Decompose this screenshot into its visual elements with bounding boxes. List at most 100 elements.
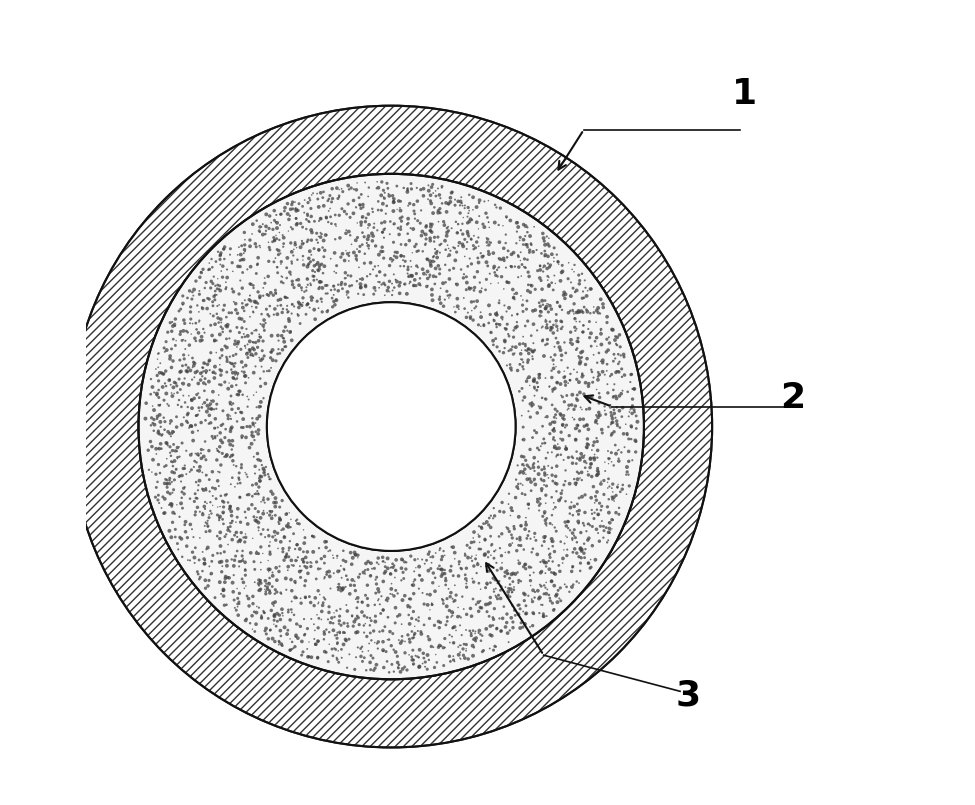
Point — [192, 506, 208, 518]
Point — [559, 519, 574, 532]
Point — [568, 343, 584, 356]
Point — [432, 238, 448, 251]
Point — [544, 491, 560, 504]
Point — [163, 497, 178, 510]
Point — [390, 221, 406, 234]
Point — [482, 642, 497, 655]
Point — [571, 306, 587, 319]
Point — [385, 561, 401, 574]
Point — [521, 405, 536, 418]
Point — [220, 538, 236, 551]
Point — [610, 357, 626, 370]
Point — [223, 423, 239, 436]
Point — [274, 603, 290, 616]
Point — [518, 515, 533, 528]
Point — [350, 231, 366, 244]
Point — [270, 348, 286, 361]
Point — [376, 223, 392, 236]
Point — [538, 452, 554, 464]
Point — [175, 299, 190, 312]
Point — [267, 283, 283, 296]
Point — [569, 547, 585, 559]
Point — [149, 389, 165, 402]
Point — [288, 640, 303, 653]
Point — [371, 266, 387, 279]
Point — [608, 339, 624, 352]
Point — [265, 289, 281, 302]
Point — [273, 247, 289, 260]
Point — [325, 291, 340, 304]
Point — [202, 257, 217, 270]
Point — [298, 222, 314, 235]
Point — [420, 253, 436, 266]
Point — [568, 306, 584, 319]
Point — [521, 342, 536, 355]
Point — [512, 598, 527, 611]
Point — [162, 524, 177, 537]
Point — [230, 597, 246, 610]
Point — [571, 424, 587, 437]
Point — [352, 273, 368, 286]
Point — [252, 291, 267, 304]
Point — [536, 460, 552, 473]
Point — [512, 557, 527, 570]
Point — [291, 619, 306, 632]
Point — [225, 371, 241, 384]
Point — [264, 580, 280, 593]
Point — [511, 250, 526, 263]
Point — [420, 279, 436, 292]
Point — [288, 554, 303, 567]
Point — [213, 352, 228, 365]
Point — [215, 303, 231, 316]
Point — [600, 481, 615, 494]
Point — [434, 181, 449, 194]
Point — [579, 456, 595, 469]
Point — [499, 305, 515, 318]
Point — [295, 250, 311, 262]
Point — [449, 292, 465, 305]
Point — [563, 501, 578, 514]
Point — [247, 555, 262, 568]
Point — [478, 581, 493, 594]
Point — [262, 299, 278, 312]
Point — [551, 494, 566, 507]
Point — [256, 606, 272, 619]
Point — [490, 588, 506, 601]
Point — [238, 341, 254, 354]
Point — [622, 376, 638, 389]
Point — [214, 447, 230, 460]
Point — [495, 346, 511, 359]
Point — [520, 473, 535, 485]
Point — [460, 217, 476, 229]
Point — [540, 298, 556, 311]
Point — [427, 201, 443, 214]
Point — [457, 202, 473, 215]
Point — [611, 452, 627, 465]
Point — [270, 615, 286, 628]
Point — [513, 519, 528, 532]
Point — [208, 412, 223, 425]
Point — [490, 218, 506, 231]
Point — [299, 209, 315, 222]
Point — [233, 536, 249, 549]
Point — [238, 511, 254, 524]
Point — [435, 277, 450, 290]
Point — [185, 317, 201, 330]
Point — [288, 591, 303, 604]
Point — [289, 204, 304, 217]
Point — [255, 282, 271, 295]
Point — [351, 571, 367, 584]
Point — [215, 507, 231, 520]
Point — [444, 610, 459, 623]
Point — [460, 653, 476, 666]
Point — [510, 216, 526, 229]
Point — [454, 199, 470, 212]
Point — [173, 325, 188, 338]
Point — [589, 304, 604, 317]
Point — [445, 186, 460, 199]
Point — [275, 543, 291, 555]
Point — [242, 240, 257, 253]
Point — [145, 453, 161, 466]
Point — [416, 651, 432, 664]
Point — [516, 421, 531, 434]
